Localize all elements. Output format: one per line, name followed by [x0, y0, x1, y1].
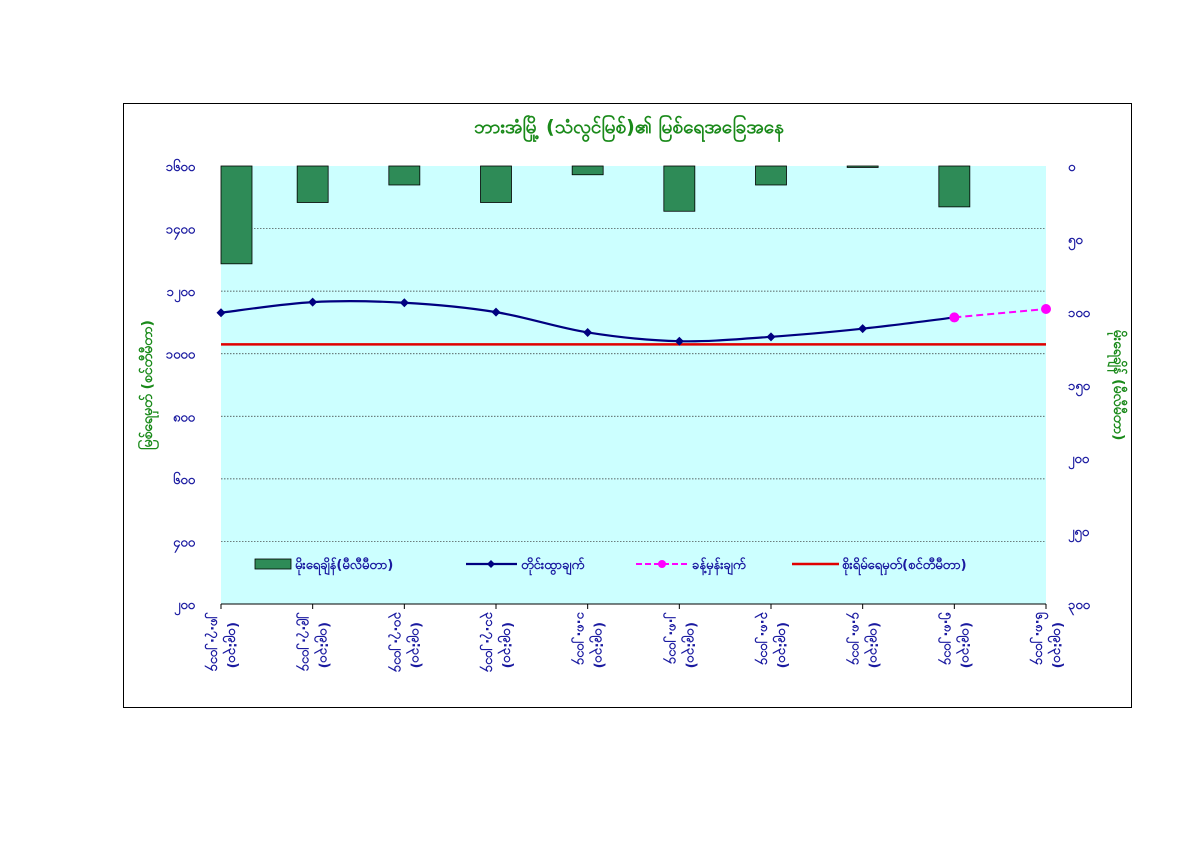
- x-tick-time: (၀၉:၃၀): [1047, 622, 1065, 668]
- chart-canvas: ဘားအံမြို့ (သံလွင်မြစ်)၏ မြစ်ရေအခြေအနေ ၂…: [138, 113, 1127, 673]
- x-tick-time: (၀၉:၃၀): [864, 622, 882, 668]
- x-tick-label: ၃၀.၇.၂၀၁၄ (၀၉:၃၀): [387, 612, 423, 673]
- x-tick-date: ၃.၈.၂၀၁၄: [754, 612, 772, 666]
- chart-legend: မိုးရေချိန်(မီလီမီတာ) တိုင်းထွာချက် ခန့်မှ…: [254, 556, 967, 576]
- rainfall-bar: [663, 165, 696, 212]
- right-tick-label: ၀: [1068, 160, 1076, 175]
- series-lines: [216, 297, 1051, 605]
- right-tick-label: ၂၀၀: [1068, 452, 1090, 470]
- measured-point: [216, 308, 226, 318]
- left-tick-label: ၁၂၀၀: [167, 285, 196, 303]
- x-tick-date: ၃၀.၇.၂၀၁၄: [387, 612, 405, 673]
- left-tick-label: ၁၄၀၀: [166, 223, 196, 241]
- x-tick-label: ၁.၈.၂၀၁၄ (၀၉:၃၀): [571, 612, 607, 668]
- x-axis-ticks: ၂၈.၇.၂၀၁၄ (၀၉:၃၀) ၂၉.၇.၂၀၁၄ (၀၉:၃၀) ၃၀.၇.၂၀၁…: [204, 604, 1065, 673]
- measured-point: [674, 336, 684, 346]
- legend-label-rainfall: မိုးရေချိန်(မီလီမီတာ): [295, 556, 393, 576]
- x-tick-time: (၀၉:၃၀): [589, 622, 607, 668]
- left-tick-label: ၂၀၀: [174, 598, 196, 616]
- right-tick-label: ၃၀၀: [1068, 598, 1091, 616]
- x-tick-time: (၀၉:၃၀): [314, 622, 332, 668]
- x-tick-label: ၂၉.၇.၂၀၁၄ (၀၉:၃၀): [296, 612, 332, 672]
- x-tick-label: ၆.၈.၂၀၁၄ (၀၉:၃၀): [1029, 612, 1065, 668]
- forecast-point: [1041, 303, 1051, 314]
- rainfall-bar: [571, 165, 604, 176]
- measured-point: [491, 307, 501, 317]
- grid-lines: [221, 228, 1046, 542]
- x-tick-label: ၃.၈.၂၀၁၄ (၀၉:၃၀): [754, 612, 790, 668]
- x-tick-time: (၀၉:၃၀): [497, 622, 515, 668]
- x-tick-date: ၂.၈.၂၀၁၄: [662, 612, 680, 665]
- x-tick-time: (၀၉:၃၀): [222, 622, 240, 668]
- left-axis-title: မြစ်ရေမှတ် (စင်တီမီတာ): [138, 320, 159, 450]
- rainfall-bar: [755, 165, 787, 186]
- legend-forecast-marker: [658, 560, 666, 568]
- x-tick-time: (၀၉:၃၀): [405, 622, 423, 668]
- left-tick-label: ၆၀၀: [173, 471, 196, 488]
- measured-point: [583, 327, 593, 337]
- right-axis-title: မိုးရေချိန် (မီလီမီတာ): [1107, 330, 1127, 441]
- x-tick-time: (၀၉:၃၀): [955, 622, 973, 668]
- x-tick-date: ၃၁.၇.၂၀၁၄: [479, 612, 497, 673]
- x-tick-label: ၃၁.၇.၂၀၁၄ (၀၉:၃၀): [479, 612, 515, 673]
- x-tick-label: ၅.၈.၂၀၁၄ (၀၉:၃၀): [937, 612, 973, 668]
- left-tick-label: ၁၆၀၀: [166, 158, 196, 175]
- left-tick-label: ၄၀၀: [173, 535, 196, 553]
- rainfall-bar: [220, 165, 253, 265]
- right-tick-label: ၅၀: [1068, 233, 1083, 251]
- legend-label-forecast: ခန့်မှန်းချက်: [692, 556, 746, 576]
- measured-point: [308, 297, 318, 307]
- x-tick-label: ၄.၈.၂၀၁၄ (၀၉:၃၀): [846, 612, 882, 668]
- left-tick-label: ၈၀၀: [173, 410, 196, 425]
- legend-measured-marker: [487, 560, 495, 568]
- plot-area: [221, 166, 1046, 604]
- right-tick-label: ၂၅၀: [1068, 525, 1090, 543]
- chart-frame: ဘားအံမြို့ (သံလွင်မြစ်)၏ မြစ်ရေအခြေအနေ ၂…: [123, 103, 1132, 708]
- measured-point: [399, 298, 409, 308]
- x-tick-date: ၅.၈.၂၀၁၄: [937, 612, 955, 666]
- chart-title: ဘားအံမြို့ (သံလွင်မြစ်)၏ မြစ်ရေအခြေအနေ: [474, 113, 784, 143]
- measured-point: [766, 332, 776, 342]
- legend-label-danger: စိုးရိမ်ရေမှတ်(စင်တီမီတာ): [842, 556, 967, 576]
- left-axis-ticks: ၂၀၀ ၄၀၀ ၆၀၀ ၈၀၀ ၁၀၀၀ ၁၂၀၀ ၁၄၀၀ ၁၆၀၀: [166, 158, 196, 616]
- x-tick-date: ၂၈.၇.၂၀၁၄: [204, 612, 222, 672]
- forecast-line: [954, 307, 1047, 319]
- measured-point: [858, 324, 868, 334]
- left-tick-label: ၁၀၀၀: [166, 348, 196, 363]
- rainfall-bars: [220, 165, 971, 265]
- legend-bar-swatch: [254, 558, 292, 570]
- rainfall-bar: [388, 165, 421, 186]
- rainfall-bar: [846, 165, 879, 168]
- right-tick-label: ၁၀၀: [1068, 306, 1091, 321]
- x-tick-date: ၂၉.၇.၂၀၁၄: [296, 612, 314, 672]
- forecast-point: [949, 312, 960, 323]
- rainfall-bar: [480, 165, 512, 203]
- x-tick-label: ၂၈.၇.၂၀၁၄ (၀၉:၃၀): [204, 612, 240, 672]
- rainfall-bar: [938, 165, 971, 208]
- x-tick-label: ၂.၈.၂၀၁၄ (၀၉:၃၀): [662, 612, 698, 668]
- x-tick-date: ၁.၈.၂၀၁၄: [571, 612, 589, 666]
- x-tick-date: ၄.၈.၂၀၁၄: [846, 612, 864, 666]
- legend-label-measured: တိုင်းထွာချက်: [521, 556, 584, 576]
- x-tick-date: ၆.၈.၂၀၁၄: [1029, 612, 1049, 666]
- rainfall-bar: [296, 165, 329, 203]
- right-tick-label: ၁၅၀: [1068, 379, 1091, 397]
- x-tick-time: (၀၉:၃၀): [680, 622, 698, 668]
- x-tick-time: (၀၉:၃၀): [772, 622, 790, 668]
